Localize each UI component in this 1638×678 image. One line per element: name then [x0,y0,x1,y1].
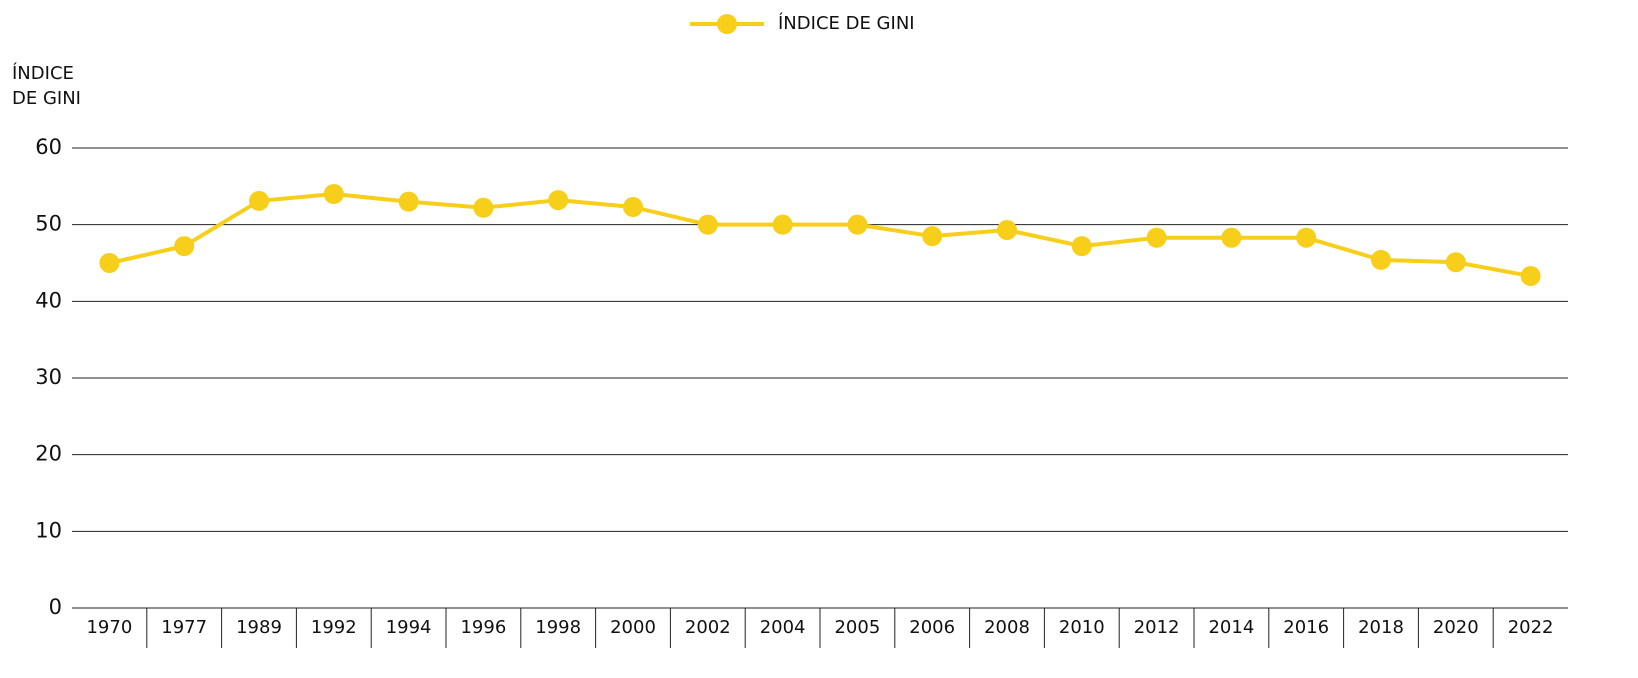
x-tick-label: 2014 [1208,617,1254,638]
marker [1221,227,1242,248]
marker [1071,236,1092,257]
x-tick-label: 1998 [535,617,581,638]
x-tick-label: 2005 [834,617,880,638]
legend-marker [717,14,737,34]
x-tick-label: 2018 [1358,617,1404,638]
marker [997,220,1017,241]
x-tick-label: 2022 [1508,617,1554,638]
x-tick-label: 2000 [610,617,656,638]
marker [1520,266,1541,287]
y-tick-label: 0 [49,595,62,619]
marker [1146,227,1167,248]
y-tick-label: 60 [35,135,62,159]
marker [548,190,569,211]
x-tick-label: 1996 [460,617,506,638]
y-axis-label: DE GINI [12,88,81,109]
marker [174,236,195,257]
line [108,191,1531,279]
x-tick-label: 2008 [984,617,1030,638]
legend-label: ÍNDICE DE GINI [778,12,915,34]
marker [623,197,643,218]
x-tick-label: 1989 [236,617,282,638]
marker [398,191,419,212]
x-tick-label: 1970 [86,617,132,638]
marker [922,226,943,247]
marker [249,190,269,211]
marker [99,253,120,273]
marker [323,184,344,204]
x-tick-label: 2002 [685,617,731,638]
x-tick-label: 2012 [1134,617,1180,638]
marker [1296,227,1317,248]
y-axis-label: ÍNDICE [12,62,74,84]
y-tick-label: 10 [35,518,62,542]
y-tick-label: 50 [35,212,62,236]
x-tick-label: 1992 [311,617,357,638]
marker [772,214,793,235]
x-tick-label: 2004 [760,617,806,638]
y-tick-label: 40 [35,288,62,312]
marker [847,214,868,235]
marker [1445,252,1466,273]
marker [473,197,494,218]
x-tick-label: 2020 [1433,617,1479,638]
x-tick-label: 1994 [386,617,432,638]
x-tick-label: 2016 [1283,617,1329,638]
x-tick-label: 1977 [161,617,207,638]
y-tick-label: 30 [35,365,62,389]
y-tick-label: 20 [35,442,62,466]
x-tick-label: 2006 [909,617,955,638]
x-tick-label: 2010 [1059,617,1105,638]
marker [697,214,718,235]
marker [1371,249,1391,270]
